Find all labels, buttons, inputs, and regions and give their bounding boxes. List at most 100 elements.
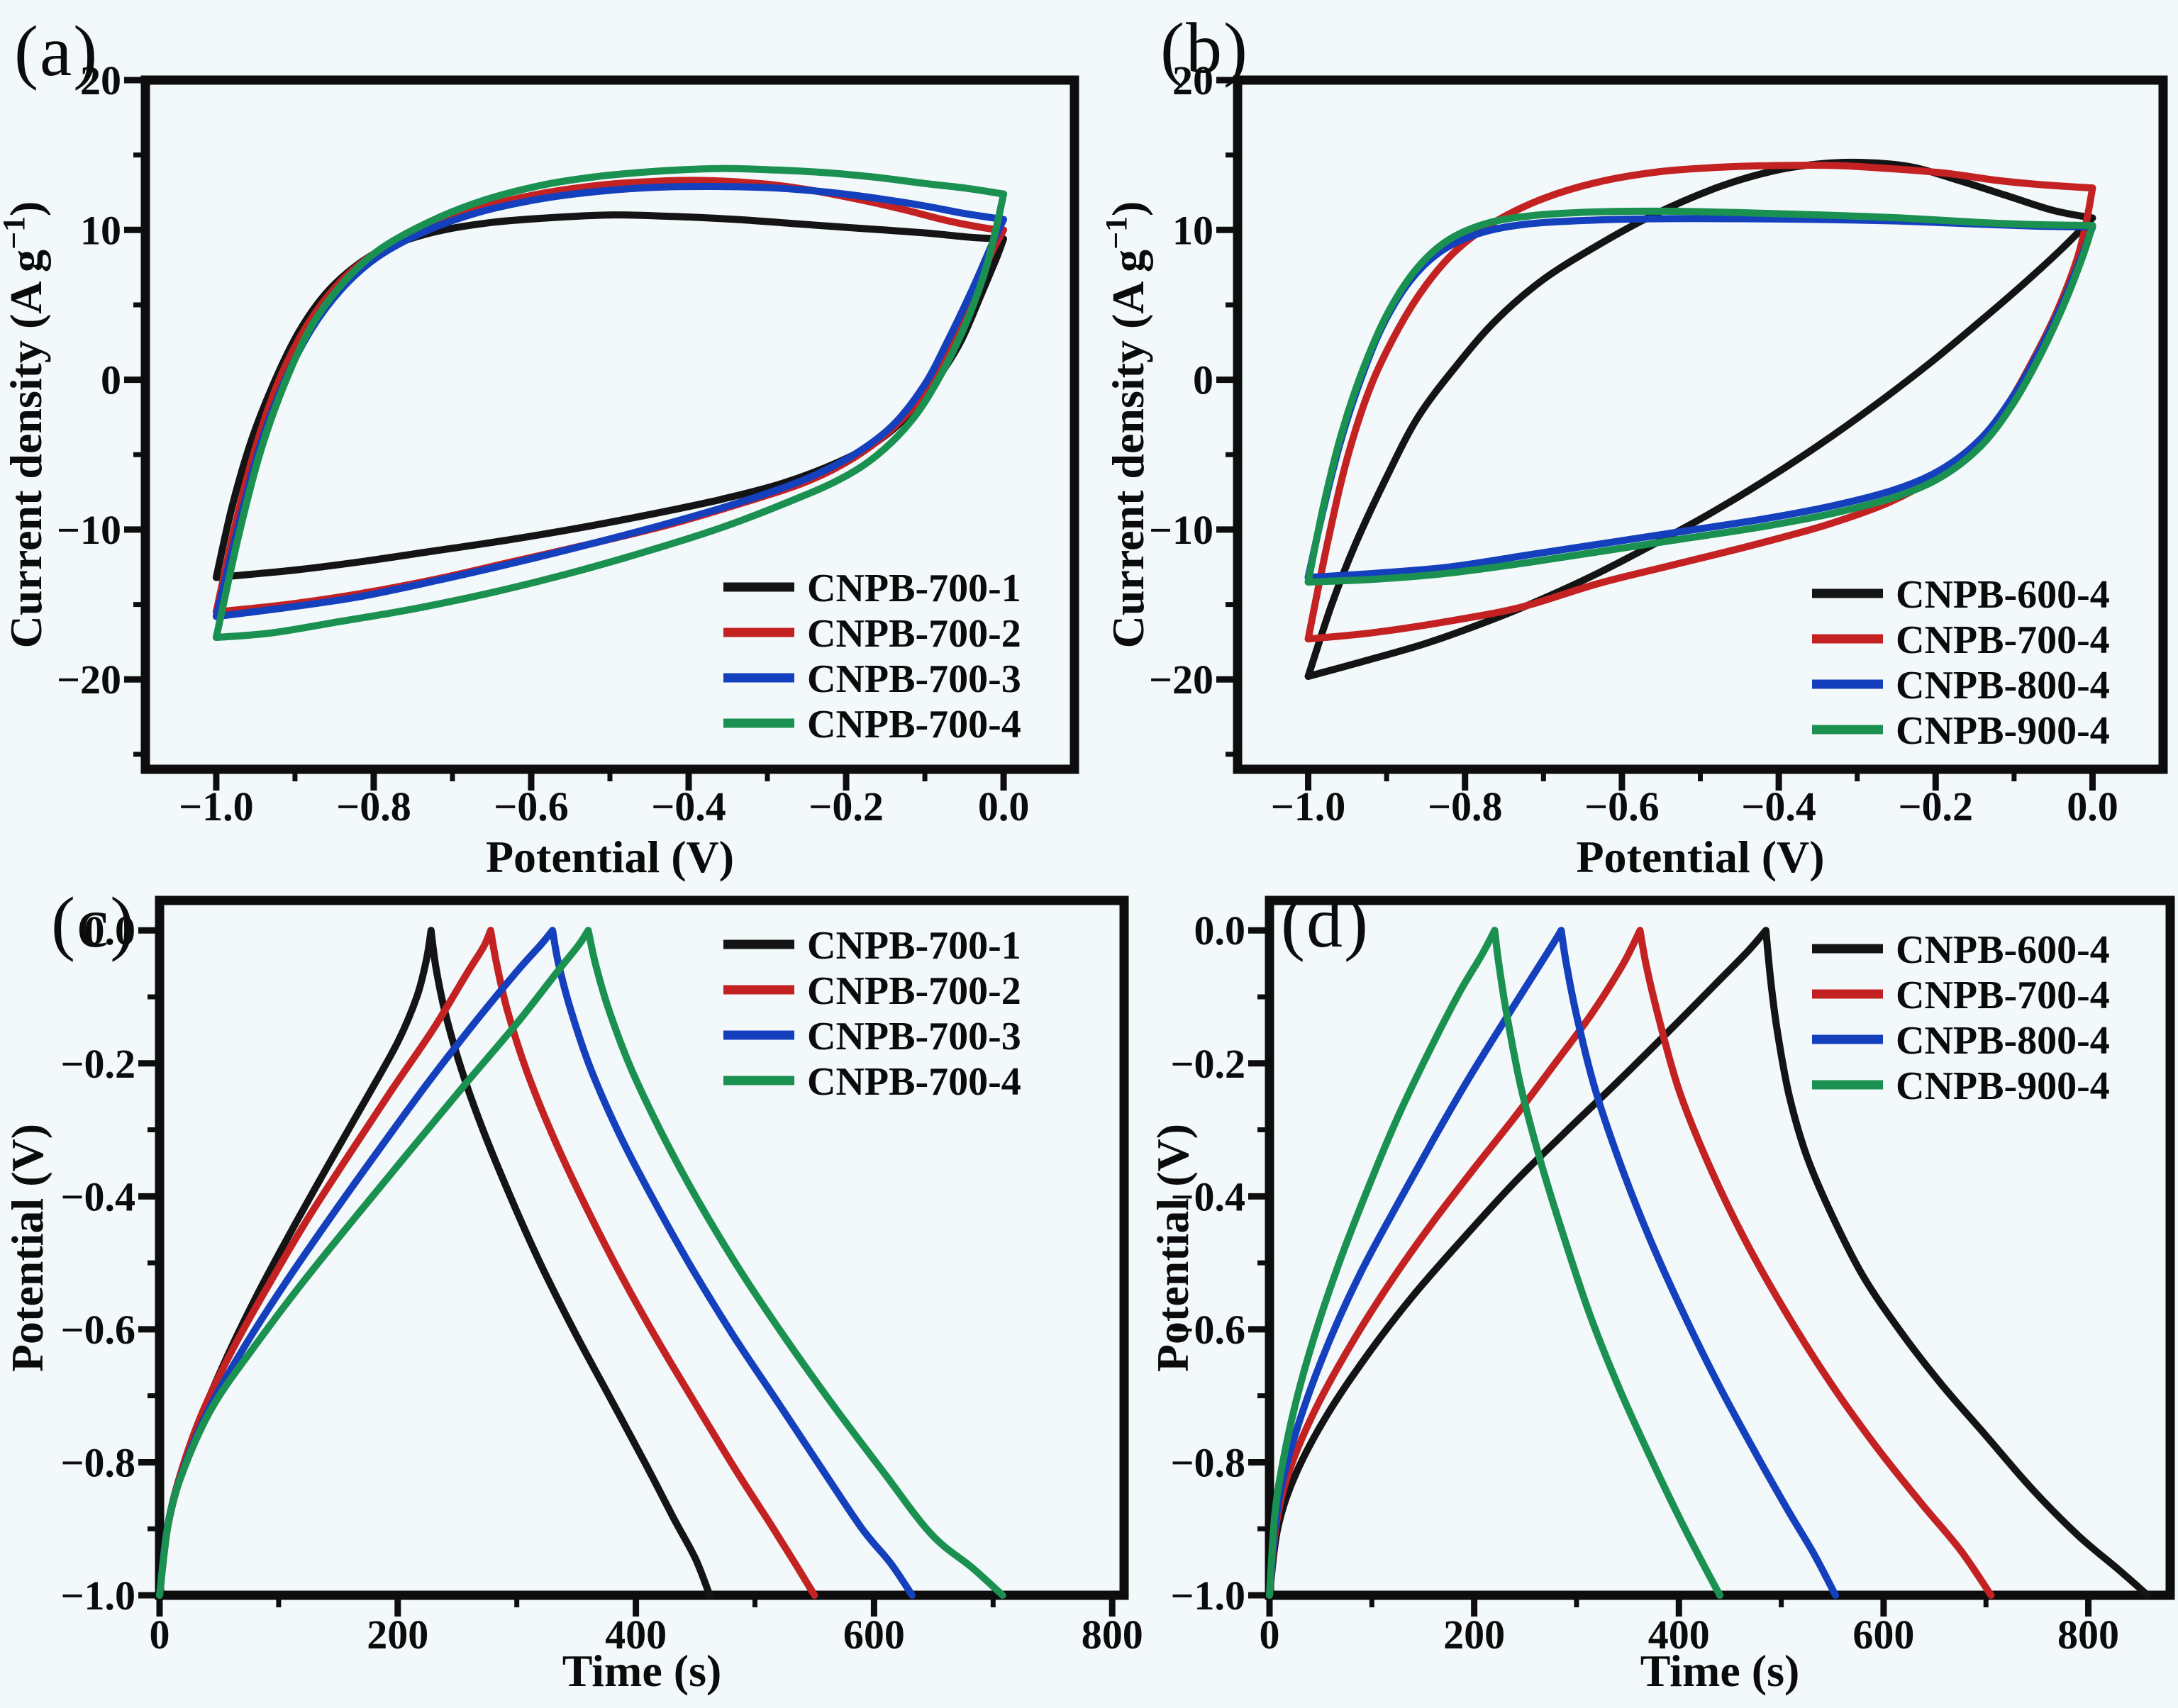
series-curve-CNPB-700-4: [212, 164, 1008, 642]
y-tick-label: 20: [80, 57, 121, 104]
y-tick-label: −0.2: [1170, 1041, 1245, 1087]
legend-label: CNPB-700-4: [807, 1060, 1021, 1104]
y-tick-label: −0.4: [60, 1173, 135, 1219]
plot-border: [155, 895, 1129, 1600]
x-axis-title: Time (s): [1640, 1646, 1800, 1696]
legend-entry: CNPB-900-4: [1812, 1064, 2110, 1108]
y-tick-label: 10: [1172, 207, 1213, 253]
legend-entry: CNPB-700-4: [723, 1060, 1021, 1104]
series-curve-CNPB-700-3: [156, 927, 916, 1599]
x-tick-label: −0.4: [1741, 783, 1816, 830]
y-axis-title: Potential (V): [2, 1124, 52, 1372]
legend-entry: CNPB-700-1: [723, 924, 1021, 968]
series-curve-CNPB-600-4: [1266, 927, 2152, 1599]
y-axis-title: Current density (A g−1): [0, 201, 51, 649]
legend-label: CNPB-700-4: [1896, 618, 2110, 662]
x-tick-label: −0.4: [651, 783, 726, 830]
x-tick-label: −1.0: [179, 783, 254, 830]
panel-letter-c: (c): [51, 883, 136, 963]
x-tick-label: 0: [150, 1612, 170, 1658]
y-tick-label: −20: [1149, 657, 1213, 703]
legend-entry: CNPB-700-4: [1812, 973, 2110, 1017]
legend-entry: CNPB-600-4: [1812, 573, 2110, 617]
x-tick-label: 600: [843, 1612, 905, 1658]
x-axis-title: Potential (V): [486, 832, 734, 882]
legend-entry: CNPB-900-4: [1812, 709, 2110, 753]
panel-a-cv-chart: −1.0 −0.8 −0.6 −0.4 −0.2 0.0 20 10 0 −10 −20 Potent…: [0, 57, 1079, 882]
legend-label: CNPB-800-4: [1896, 1019, 2110, 1063]
x-tick-label: 800: [2057, 1612, 2119, 1658]
panel-letter-a: (a): [14, 11, 99, 91]
legend-entry: CNPB-800-4: [1812, 664, 2110, 708]
x-tick-label: −1.0: [1271, 783, 1346, 830]
panel-b-cv-chart: −1.0 −0.8 −0.6 −0.4 −0.2 0.0 20 10 0 −10 −20 Potent…: [1106, 57, 2168, 882]
legend-entry: CNPB-700-3: [723, 657, 1021, 701]
legend-label: CNPB-900-4: [1896, 1064, 2110, 1108]
y-axis-title: Current density (A g−1): [1106, 201, 1153, 649]
panel-d-gcd-chart: 0 200 400 600 800 0.0 −0.2 −0.4 −0.6 −0.8 −1.0 Time…: [1149, 895, 2175, 1696]
panel-letter-d: (d): [1281, 883, 1369, 963]
panel-c-gcd-chart: 0 200 400 600 800 0.0 −0.2 −0.4 −0.6 −0.8 −1.0 Time…: [2, 895, 1143, 1696]
legend-label: CNPB-800-4: [1896, 664, 2110, 708]
x-axis-title: Time (s): [562, 1646, 722, 1696]
panel-letter-b: (b): [1160, 9, 1249, 89]
x-tick-label: 800: [1082, 1612, 1143, 1658]
series-curve-CNPB-700-4: [1304, 162, 2096, 643]
legend-entry: CNPB-600-4: [1812, 928, 2110, 972]
y-tick-label: 0.0: [84, 908, 136, 954]
series-curve-CNPB-700-3: [212, 182, 1008, 620]
legend-label: CNPB-700-3: [807, 1015, 1021, 1059]
legend-label: CNPB-700-1: [807, 566, 1021, 610]
x-tick-label: 600: [1852, 1612, 1914, 1658]
legend-entry: CNPB-700-2: [723, 612, 1021, 656]
series-curve-CNPB-900-4: [1266, 927, 1723, 1599]
series-curve-CNPB-700-1: [212, 211, 1008, 581]
y-tick-label: −0.8: [60, 1439, 135, 1485]
y-tick-label: 0.0: [1194, 908, 1246, 954]
legend-label: CNPB-700-4: [1896, 973, 2110, 1017]
x-tick-label: 0.0: [978, 783, 1030, 830]
legend-label: CNPB-700-1: [807, 924, 1021, 968]
series-curve-CNPB-700-2: [156, 927, 818, 1599]
series-curve-CNPB-700-4: [156, 927, 1006, 1599]
legend-label: CNPB-600-4: [1896, 573, 2110, 617]
series-curve-CNPB-700-2: [212, 177, 1008, 616]
x-tick-label: −0.6: [494, 783, 569, 830]
series-curve-CNPB-800-4: [1266, 927, 1840, 1599]
y-tick-label: −0.6: [1170, 1307, 1245, 1353]
legend-label: CNPB-600-4: [1896, 928, 2110, 972]
y-tick-label: −20: [57, 657, 121, 703]
y-tick-label: −1.0: [60, 1573, 135, 1619]
x-tick-label: −0.2: [1898, 783, 1973, 830]
x-tick-label: −0.8: [336, 783, 411, 830]
x-tick-label: −0.6: [1584, 783, 1660, 830]
legend-label: CNPB-700-3: [807, 657, 1021, 701]
legend-entry: CNPB-700-4: [723, 703, 1021, 747]
x-tick-label: 0: [1260, 1612, 1280, 1658]
y-tick-label: 10: [80, 207, 121, 253]
x-tick-label: 0.0: [2067, 783, 2118, 830]
x-tick-label: −0.8: [1428, 783, 1503, 830]
series-curve-CNPB-900-4: [1304, 207, 2096, 586]
legend-label: CNPB-700-2: [807, 612, 1021, 656]
series-curve-CNPB-600-4: [1304, 158, 2096, 680]
legend-label: CNPB-700-4: [807, 703, 1021, 747]
legend-entry: CNPB-800-4: [1812, 1019, 2110, 1063]
y-tick-label: −0.6: [60, 1307, 135, 1353]
legend-entry: CNPB-700-3: [723, 1015, 1021, 1059]
y-tick-label: 20: [1172, 57, 1213, 104]
x-tick-label: 200: [367, 1612, 428, 1658]
y-tick-label: −10: [57, 507, 121, 553]
y-tick-label: −1.0: [1170, 1573, 1245, 1619]
y-tick-label: −10: [1149, 507, 1213, 553]
legend-label: CNPB-900-4: [1896, 709, 2110, 753]
y-tick-label: −0.8: [1170, 1439, 1245, 1485]
x-tick-label: −0.2: [809, 783, 884, 830]
x-tick-label: 200: [1443, 1612, 1505, 1658]
x-axis-title: Potential (V): [1576, 832, 1824, 882]
x-tick-label: 400: [605, 1612, 667, 1658]
series-curve-CNPB-700-4: [1266, 927, 1995, 1599]
y-tick-label: −0.4: [1170, 1173, 1245, 1219]
legend-entry: CNPB-700-1: [723, 566, 1021, 610]
